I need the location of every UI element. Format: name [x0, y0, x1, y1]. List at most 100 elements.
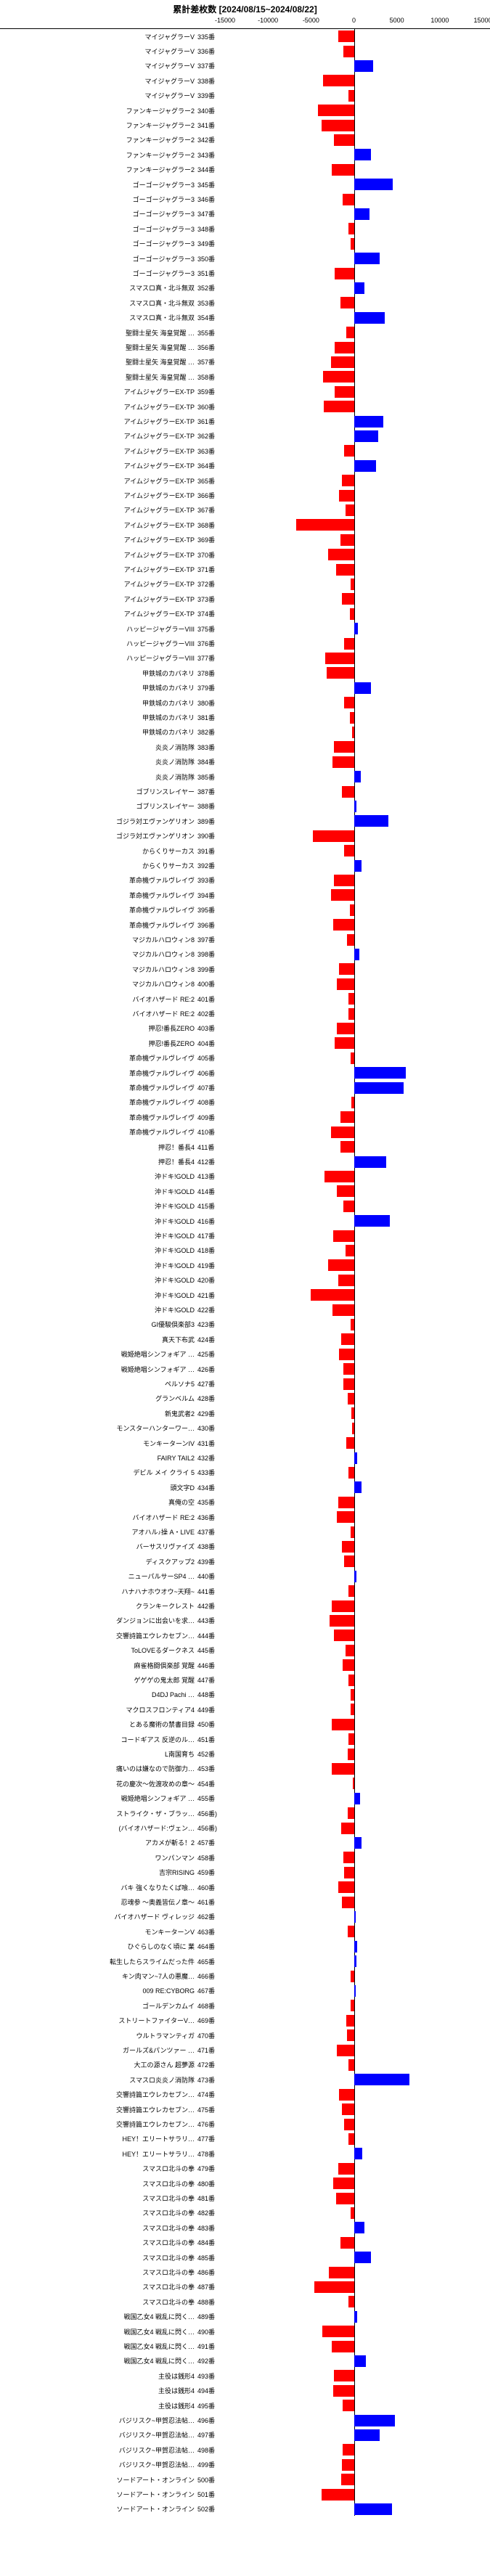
- row-label: バーサスリヴァイズ: [136, 1542, 196, 1551]
- row-label: 沖ドキ!GOLD: [155, 1246, 196, 1255]
- row-id: 452番: [197, 1749, 215, 1759]
- row-id: 444番: [197, 1631, 215, 1640]
- data-row: マジカルハロウィン8400番: [0, 977, 490, 991]
- row-id: 350番: [197, 254, 215, 263]
- row-label: ゴブリンスレイヤー: [136, 787, 196, 796]
- row-id: 336番: [197, 46, 215, 56]
- row-label: 聖闘士星矢 海皇覚醒 …: [126, 328, 196, 338]
- row-label: FAIRY TAIL2: [158, 1455, 196, 1462]
- data-row: マイジャグラーV339番: [0, 89, 490, 103]
- row-label: 甲鉄城のカバネリ: [142, 683, 196, 692]
- row-label: 主役は銭形4: [158, 2386, 196, 2395]
- data-row: 主役は銭形4495番: [0, 2398, 490, 2413]
- data-row: ニューパルサーSP4 …440番: [0, 1569, 490, 1584]
- row-id: 492番: [197, 2356, 215, 2366]
- data-row: ゴーゴージャグラー3349番: [0, 237, 490, 251]
- row-id: 354番: [197, 313, 215, 322]
- row-id: 401番: [197, 994, 215, 1004]
- row-id: 461番: [197, 1897, 215, 1907]
- row-id: 391番: [197, 846, 215, 856]
- row-id: 411番: [197, 1142, 214, 1152]
- row-label: 頭文字D: [171, 1483, 197, 1492]
- data-row: 革命機ヴァルヴレイヴ407番: [0, 1080, 490, 1095]
- row-id: 430番: [197, 1423, 215, 1433]
- row-id: 460番: [197, 1883, 215, 1892]
- row-id: 472番: [197, 2060, 215, 2069]
- data-row: アイムジャグラーEX-TP367番: [0, 503, 490, 518]
- row-id: 361番: [197, 417, 215, 426]
- data-row: GI優駿倶楽部3423番: [0, 1317, 490, 1332]
- row-id: 384番: [197, 757, 215, 766]
- data-row: クランキークレスト442番: [0, 1598, 490, 1613]
- data-row: アイムジャグラーEX-TP360番: [0, 399, 490, 414]
- row-id: 449番: [197, 1705, 215, 1714]
- row-id: 383番: [197, 743, 215, 752]
- data-row: アイムジャグラーEX-TP374番: [0, 607, 490, 621]
- row-label: ゴーゴージャグラー3: [133, 239, 196, 248]
- row-id: 451番: [197, 1735, 215, 1744]
- row-label: ゴジラ対エヴァンゲリオン: [116, 831, 196, 841]
- data-row: ゴジラ対エヴァンゲリオン390番: [0, 829, 490, 843]
- row-id: 465番: [197, 1957, 215, 1966]
- data-row: マイジャグラーV338番: [0, 73, 490, 88]
- data-row: 沖ドキ!GOLD421番: [0, 1288, 490, 1302]
- data-row: 革命機ヴァルヴレイヴ396番: [0, 917, 490, 932]
- data-row: スマスロ真・北斗無双353番: [0, 295, 490, 310]
- row-label: ファンキージャグラー2: [126, 106, 196, 115]
- data-row: FAIRY TAIL2432番: [0, 1450, 490, 1465]
- row-label: 沖ドキ!GOLD: [155, 1201, 196, 1211]
- row-label: スマスロ北斗の拳: [142, 2238, 196, 2247]
- data-row: アオハル♪操 A・LIVE437番: [0, 1524, 490, 1539]
- row-id: 463番: [197, 1927, 215, 1937]
- data-row: 戦姫絶唱シンフォギア …425番: [0, 1347, 490, 1362]
- row-label: 甲鉄城のカバネリ: [142, 698, 196, 708]
- data-row: 沖ドキ!GOLD417番: [0, 1228, 490, 1243]
- row-id: 369番: [197, 535, 215, 544]
- data-row: 真俺の空435番: [0, 1495, 490, 1510]
- data-row: 戦国乙女4 戦乱に閃く…491番: [0, 2339, 490, 2353]
- row-label: 押忍！番長4: [158, 1142, 196, 1152]
- row-label: (バイオハザード:ヴェン…: [119, 1823, 197, 1833]
- row-label: ゴーゴージャグラー3: [133, 180, 196, 189]
- row-id: 468番: [197, 2001, 215, 2011]
- row-id: 340番: [197, 106, 215, 115]
- row-id: 493番: [197, 2371, 215, 2381]
- row-id: 337番: [197, 61, 215, 70]
- row-id: 443番: [197, 1616, 215, 1625]
- row-label: アイムジャグラーEX-TP: [124, 520, 196, 530]
- row-id: 450番: [197, 1720, 215, 1729]
- row-label: スマスロ真・北斗無双: [129, 313, 196, 322]
- row-label: グランベルム: [155, 1394, 196, 1403]
- row-id: 345番: [197, 180, 215, 189]
- row-label: GI優駿倶楽部3: [151, 1320, 196, 1329]
- row-id: 397番: [197, 935, 215, 944]
- row-label: アイムジャグラーEX-TP: [124, 461, 196, 470]
- row-id: 500番: [197, 2475, 215, 2485]
- row-label: とある魔術の禁書目録: [129, 1720, 196, 1729]
- row-label: アイムジャグラーEX-TP: [124, 609, 196, 618]
- data-row: バジリスク~甲賀忍法帖…497番: [0, 2428, 490, 2442]
- row-label: バキ 強くなりたくば喰…: [121, 1883, 196, 1892]
- row-label: 大工の源さん 超夢源: [134, 2060, 196, 2069]
- data-row: ハッピージャグラーVIII375番: [0, 621, 490, 636]
- data-row: ワンパンマン458番: [0, 1850, 490, 1865]
- data-row: 革命機ヴァルヴレイヴ408番: [0, 1095, 490, 1110]
- row-id: 413番: [197, 1172, 215, 1181]
- data-row: マジカルハロウィン8399番: [0, 962, 490, 976]
- data-row: 戦国乙女4 戦乱に閃く…490番: [0, 2324, 490, 2339]
- row-id: 388番: [197, 801, 215, 811]
- row-label: スマスロ炎炎ノ消防隊: [129, 2075, 196, 2085]
- row-label: 革命機ヴァルヴレイヴ: [129, 1113, 196, 1122]
- row-id: 366番: [197, 491, 215, 500]
- row-id: 466番: [197, 1971, 215, 1981]
- row-id: 347番: [197, 209, 215, 218]
- data-row: デビル メイ クライ 5433番: [0, 1465, 490, 1480]
- row-label: 戦国乙女4 戦乱に閃く…: [123, 2327, 196, 2336]
- data-row: L南国育ち452番: [0, 1746, 490, 1761]
- row-label: 押忍!番長ZERO: [148, 1023, 196, 1033]
- row-label: マジカルハロウィン8: [132, 965, 196, 974]
- row-label: 沖ドキ!GOLD: [155, 1291, 196, 1300]
- row-label: アオハル♪操 A・LIVE: [131, 1527, 196, 1537]
- row-label: 革命機ヴァルヴレイヴ: [129, 891, 196, 900]
- row-id: 368番: [197, 520, 215, 530]
